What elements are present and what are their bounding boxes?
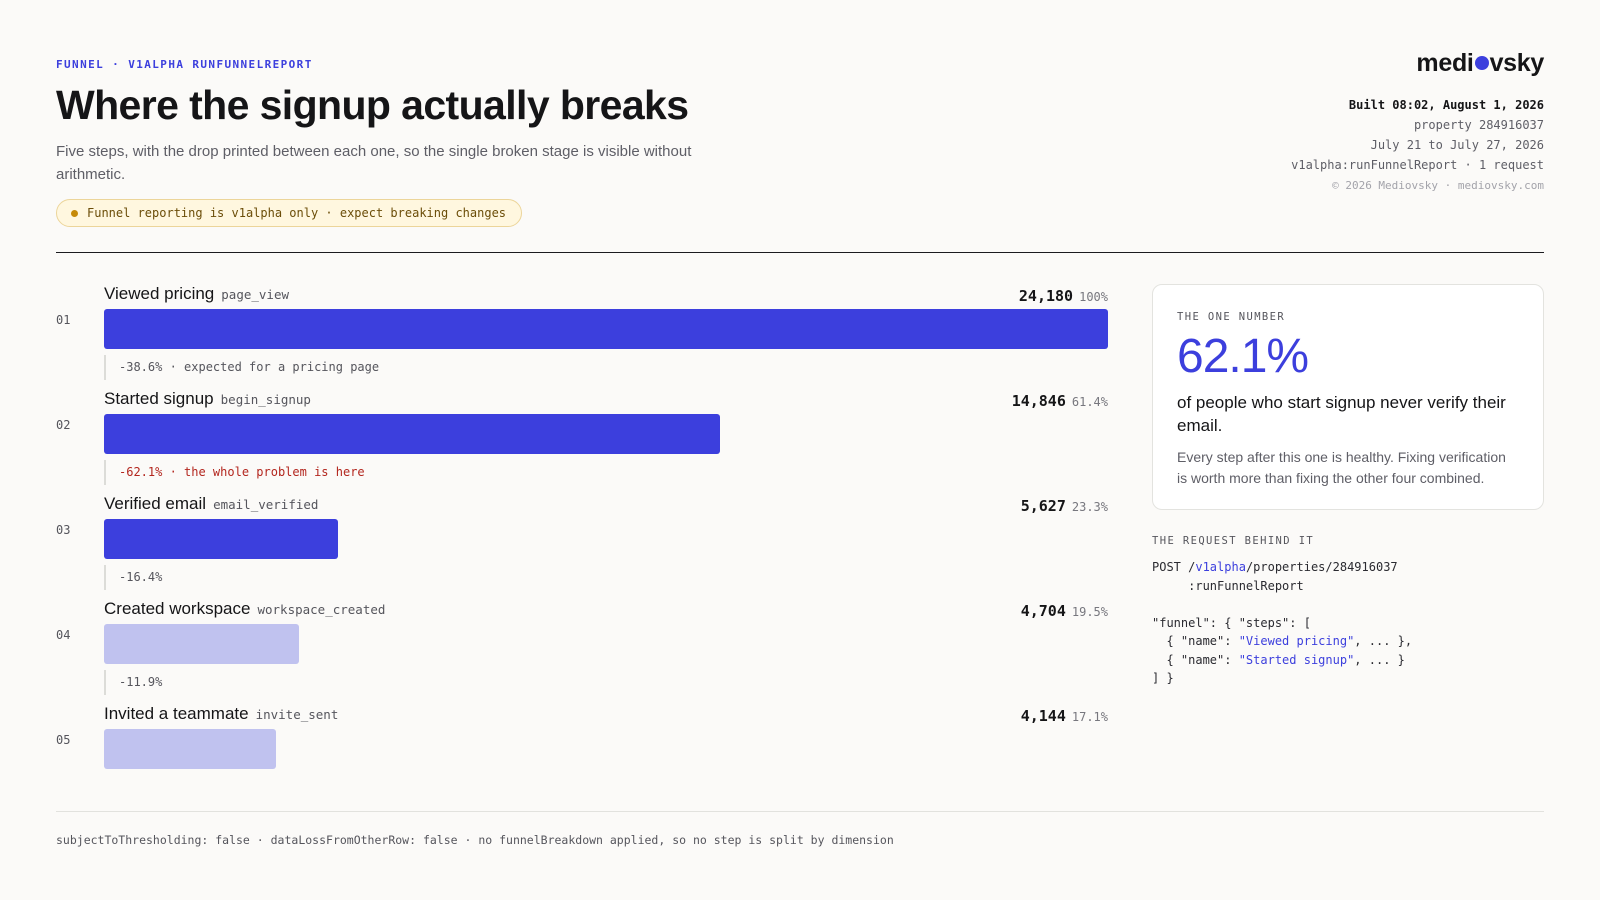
code-line-2: :runFunnelReport [1152,578,1304,593]
step-count-value: 5,627 [1020,497,1066,515]
header-divider [56,252,1544,253]
step-name: Started signup [104,389,214,408]
step-label: Created workspace workspace_created [104,599,385,619]
step-label: Invited a teammate invite_sent [104,704,338,724]
footer-note: subjectToThresholding: false · dataLossF… [56,833,894,847]
step-percent: 17.1% [1071,710,1108,724]
eyebrow: FUNNEL · V1ALPHA RUNFUNNELREPORT [56,58,313,71]
code-rest: , ... } [1354,652,1405,667]
funnel-step: 04 Created workspace workspace_created 4,70… [56,599,1108,699]
code-line-1: POST /v1alpha/properties/284916037 [1152,558,1412,577]
step-name: Verified email [104,494,207,513]
code-value: "Viewed pricing" [1238,634,1355,648]
logo-dot-icon [1474,56,1489,70]
funnel-bar [104,519,338,559]
card-eyebrow: THE ONE NUMBER [1177,311,1286,323]
page-title: Where the signup actually breaks [56,82,689,129]
code-line-5: { "name": "Viewed pricing", ... }, [1152,632,1412,651]
step-count-value: 4,704 [1020,602,1066,620]
card-number: 62.1% [1177,330,1309,383]
step-label: Verified email email_verified [104,494,318,514]
date-range: July 21 to July 27, 2026 [1370,138,1544,152]
step-count-value: 4,144 [1020,707,1066,725]
step-name: Viewed pricing [104,284,215,303]
step-percent: 23.3% [1071,500,1108,514]
step-count: 14,846 61.4% [1012,391,1108,410]
funnel-step: 02 Started signup begin_signup 14,846 61.4% -… [56,389,1108,489]
logo-text-left: medi [1416,49,1474,77]
step-event: workspace_created [257,602,386,617]
build-time: Built 08:02, August 1, 2026 [1348,98,1544,112]
step-name: Created workspace [104,599,251,618]
funnel-step: 05 Invited a teammate invite_sent 4,144 17.1… [56,704,1108,804]
warning-text: Funnel reporting is v1alpha only · expec… [87,206,507,220]
brand-logo: medi vsky [1416,49,1544,78]
code-key: { "name": [1152,634,1239,648]
property-id: property 284916037 [1413,118,1544,132]
one-number-card: THE ONE NUMBER 62.1% of people who start… [1152,284,1544,510]
request-code: POST /v1alpha/properties/284916037 :runF… [1152,558,1412,688]
step-event: begin_signup [220,392,311,407]
step-name: Invited a teammate [104,704,249,723]
title-bold: actually breaks [401,82,689,128]
warning-dot-icon [71,209,78,217]
step-count-value: 24,180 [1018,287,1074,305]
step-label: Started signup begin_signup [104,389,311,409]
subtitle: Five steps, with the drop printed betwee… [56,143,692,183]
step-drop: -38.6% · expected for a pricing page [104,355,379,380]
funnel-bar [104,309,1108,349]
code-line-7: ] } [1152,671,1174,685]
step-count-value: 14,846 [1011,392,1066,410]
copyright: © 2026 Mediovsky · mediovsky.com [1332,179,1544,192]
step-number: 04 [56,628,71,642]
step-drop: -62.1% · the whole problem is here [104,460,365,485]
code-line-4: "funnel": { "steps": [ [1152,615,1311,630]
report-meta: Built 08:02, August 1, 2026 property 284… [1291,95,1544,196]
step-count: 4,144 17.1% [1021,706,1108,725]
funnel-bar [104,729,276,769]
code-rest: , ... }, [1354,634,1413,648]
funnel-bar [104,624,299,664]
card-lead: of people who start signup never verify … [1177,393,1506,435]
step-event: page_view [221,287,289,302]
step-count: 4,704 19.5% [1021,601,1108,620]
card-body: Every step after this one is healthy. Fi… [1177,449,1506,486]
step-percent: 19.5% [1071,605,1108,619]
step-count: 24,180 100% [1019,286,1108,305]
logo-text-right: vsky [1489,49,1545,77]
step-number: 02 [56,418,71,432]
step-number: 01 [56,313,71,327]
step-number: 03 [56,523,71,537]
request-summary: v1alpha:runFunnelReport · 1 request [1291,158,1544,172]
step-event: email_verified [213,497,319,512]
step-event: invite_sent [255,707,339,722]
step-number: 05 [56,733,71,747]
funnel-step: 03 Verified email email_verified 5,627 23.3%… [56,494,1108,594]
title-light: Where the signup [56,82,402,128]
step-label: Viewed pricing page_view [104,284,289,304]
warning-badge: Funnel reporting is v1alpha only · expec… [56,199,523,227]
code-version: v1alpha [1195,560,1246,574]
step-drop: -16.4% [104,565,162,590]
code-key: { "name": [1152,652,1239,667]
request-title: THE REQUEST BEHIND IT [1152,535,1315,547]
code-line-6: { "name": "Started signup", ... } [1152,651,1412,670]
funnel-step: 01 Viewed pricing page_view 24,180 100% -38.6… [56,284,1108,384]
code-line-3 [1152,595,1412,614]
step-percent: 61.4% [1071,395,1108,409]
funnel-bar [104,414,720,454]
step-percent: 100% [1079,290,1108,304]
code-method: POST / [1152,560,1196,574]
code-value: "Started signup" [1238,652,1355,667]
step-drop: -11.9% [104,670,162,695]
step-count: 5,627 23.3% [1021,496,1108,515]
footer-divider [56,811,1544,812]
code-path: /properties/284916037 [1245,560,1398,574]
